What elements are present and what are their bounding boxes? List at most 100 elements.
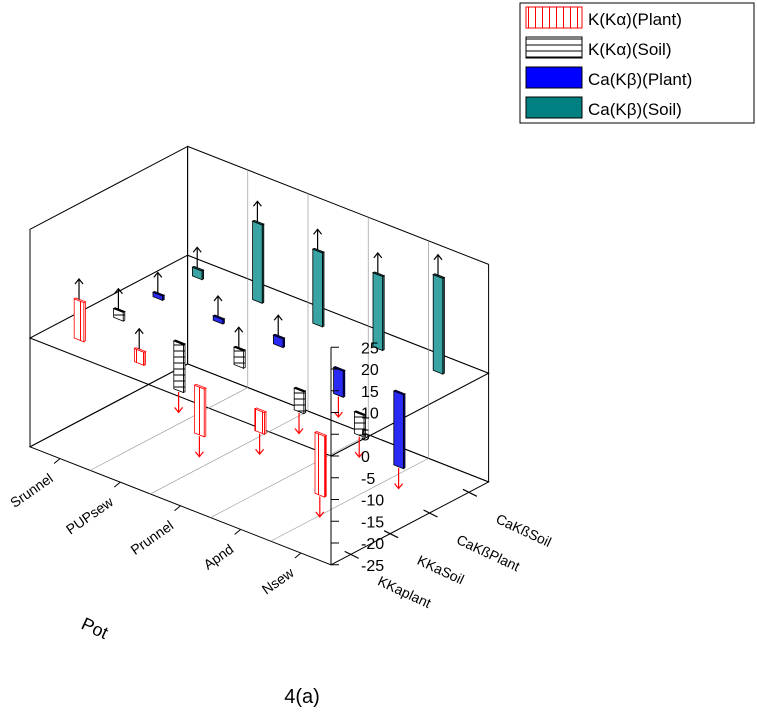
x-tick: [53, 458, 61, 464]
figure-caption: 4(a): [284, 686, 320, 708]
arrow-head: [255, 448, 265, 456]
arrow-head: [234, 326, 244, 333]
arrow-head: [315, 511, 325, 518]
floor-gridline: [90, 387, 248, 471]
x-tick: [234, 528, 242, 535]
floor-gridline: [150, 410, 309, 495]
bar-top: [191, 265, 205, 272]
x-tick-label: Apnd: [200, 541, 236, 573]
x-tick: [294, 552, 302, 559]
bar-top: [112, 307, 126, 313]
bar-top: [372, 271, 386, 277]
legend-swatch: [525, 6, 583, 29]
bar: [372, 251, 386, 352]
legend-swatch: [525, 66, 583, 89]
bar-front: [194, 384, 205, 438]
arrow-head: [313, 228, 323, 235]
bar-top: [152, 290, 166, 297]
floor-outline: [28, 363, 490, 566]
bar-top: [293, 386, 307, 393]
chart-frame: [28, 145, 490, 566]
bar: [112, 287, 126, 322]
bar: [353, 410, 367, 459]
arrow-head: [394, 483, 404, 490]
floor-gridline: [210, 434, 369, 518]
arrow-head: [194, 451, 204, 458]
bar-top: [251, 219, 265, 226]
bar-front: [252, 220, 263, 304]
z-tick-label: 10: [361, 406, 379, 423]
bar: [193, 383, 207, 458]
arrow-head: [192, 246, 202, 253]
bar: [432, 253, 446, 375]
bar: [172, 339, 186, 414]
x-tick-label: PUPsew: [63, 493, 117, 537]
bar-top: [212, 314, 226, 321]
x-tick-label: Prunnel: [128, 517, 177, 558]
x-tick-label: Nsew: [259, 564, 298, 598]
chart-ticks: 2520151050-5-10-15-20-25KKaplantKKaSoilC…: [7, 340, 554, 643]
bar-top: [172, 339, 186, 346]
bar-front: [432, 274, 444, 375]
bar-top: [193, 383, 207, 390]
x-tick: [113, 481, 121, 488]
z-tick-label: -20: [361, 536, 384, 553]
zero-plane: [28, 254, 490, 457]
x-tick: [174, 505, 181, 512]
bar-front: [314, 431, 326, 498]
arrow-head: [433, 253, 443, 261]
arrow-head: [294, 428, 304, 435]
z-tick-label: 0: [361, 449, 370, 466]
arrow-head: [354, 451, 364, 459]
y-tick: [423, 509, 438, 518]
arrow-head: [273, 314, 283, 321]
y-tick: [462, 488, 478, 497]
z-tick-label: 5: [361, 427, 370, 444]
bar-top: [133, 347, 147, 353]
arrow-head: [153, 271, 163, 278]
z-tick-label: 15: [361, 384, 379, 401]
legend-label: K(Kα)(Plant): [588, 10, 682, 29]
y-tick-label: CaKßPlant: [454, 531, 522, 574]
bar-front: [173, 340, 184, 394]
bar-top: [432, 273, 446, 279]
bar: [293, 386, 307, 435]
bar: [272, 314, 286, 349]
z-tick-label: 25: [361, 340, 379, 357]
bar-top: [253, 407, 267, 414]
legend-label: K(Kα)(Soil): [588, 40, 672, 59]
arrow-head: [373, 251, 383, 259]
bar: [212, 295, 226, 325]
chart-bars: [73, 200, 446, 518]
chart-gridlines: [90, 170, 429, 542]
bar-front: [73, 298, 85, 343]
z-tick-label: -10: [361, 493, 384, 510]
bar-top: [73, 297, 87, 304]
bar-front: [393, 390, 404, 470]
bar-top: [311, 247, 325, 254]
floor-gridline: [270, 458, 429, 542]
y-tick-label: CaKßSoil: [494, 511, 554, 550]
bar: [233, 326, 247, 369]
arrow-head: [333, 411, 343, 419]
bar-front: [254, 408, 265, 435]
bar: [251, 200, 265, 304]
bar: [152, 271, 166, 302]
z-tick-label: -15: [361, 514, 384, 531]
bar: [392, 389, 406, 490]
bar-front: [372, 272, 384, 352]
y-tick-label: KKaSoil: [415, 552, 467, 588]
bar-top: [392, 389, 406, 396]
bar: [311, 228, 325, 328]
bar: [133, 327, 147, 367]
bar: [332, 366, 346, 419]
legend-label: Ca(Kβ)(Soil): [588, 100, 682, 119]
y-tick: [344, 550, 359, 559]
y-tick: [383, 530, 399, 539]
bar-top: [233, 345, 247, 352]
bar-front: [312, 248, 323, 328]
bar-front: [333, 366, 344, 398]
legend-swatch: [525, 96, 583, 119]
arrow-head: [252, 200, 262, 207]
